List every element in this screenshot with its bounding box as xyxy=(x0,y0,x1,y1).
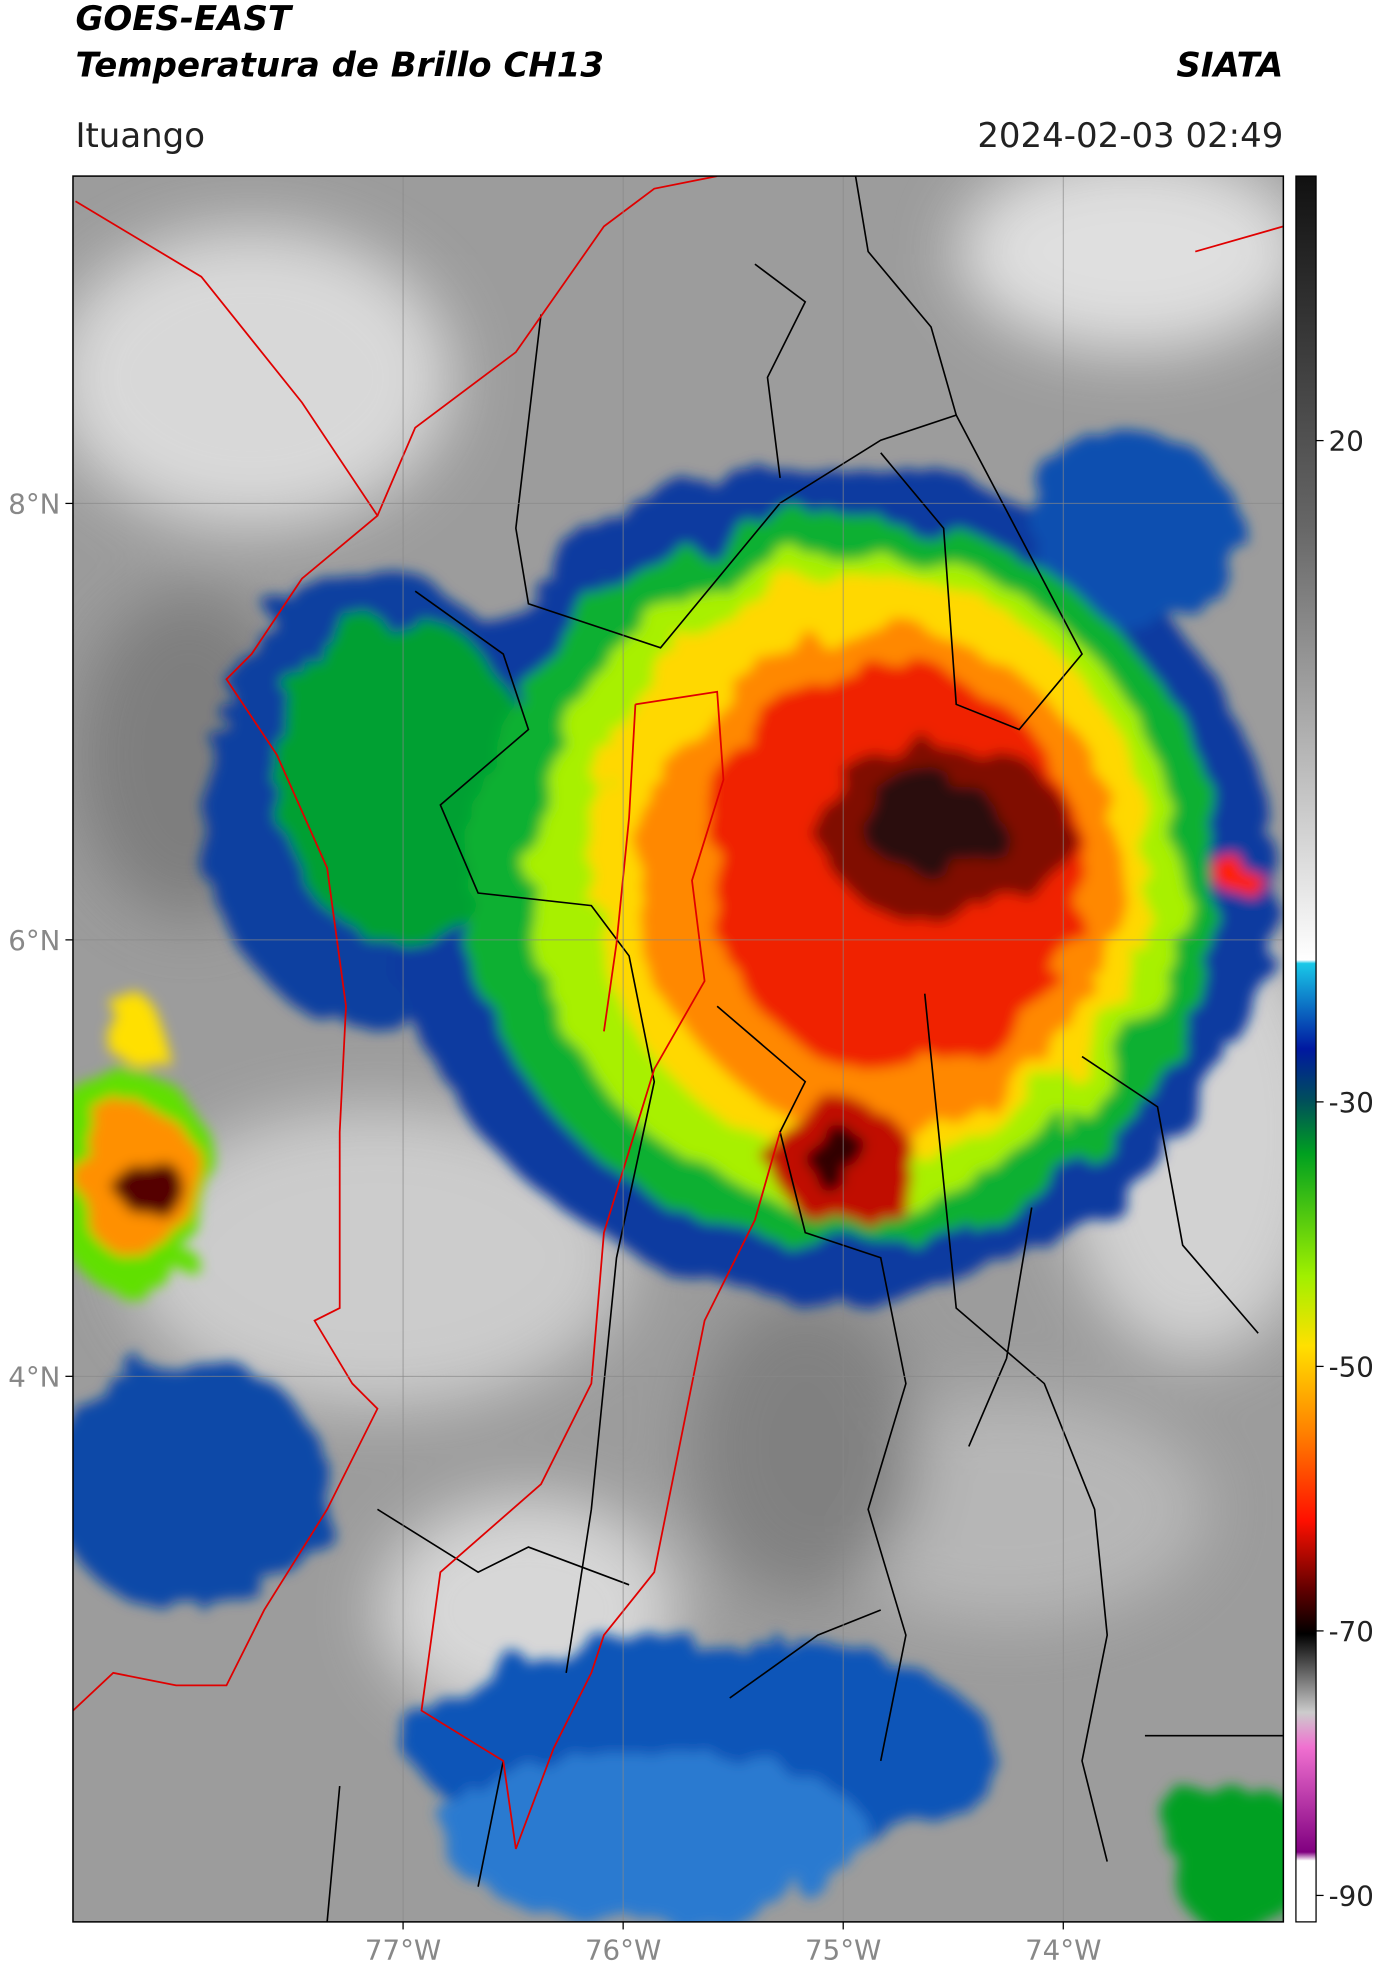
colorbar-tick-label: 20 xyxy=(1329,425,1364,458)
x-tick-label: 74°W xyxy=(1025,1934,1101,1967)
location: Ituango xyxy=(75,116,205,156)
x-tick-label: 77°W xyxy=(365,1934,441,1967)
colorbar-tick-label: -50 xyxy=(1329,1350,1374,1383)
admin-borders xyxy=(326,176,1284,1922)
colorbar xyxy=(1295,175,1317,1923)
colorbar-tick-label: -70 xyxy=(1329,1615,1374,1648)
x-tick-label: 76°W xyxy=(585,1934,661,1967)
subtitle: Temperatura de Brillo CH13 xyxy=(75,46,604,86)
country-borders xyxy=(72,176,1284,1850)
map-frame xyxy=(72,175,1285,1923)
y-tick-label: 6°N xyxy=(8,924,60,957)
colorbar-tick-label: -90 xyxy=(1329,1879,1374,1912)
datetime: 2024-02-03 02:49 xyxy=(977,116,1283,156)
y-tick-label: 4°N xyxy=(8,1360,60,1393)
colorbar-tick-label: -30 xyxy=(1329,1086,1374,1119)
x-tick-label: 75°W xyxy=(805,1934,881,1967)
title: GOES-EAST xyxy=(75,0,293,39)
grid xyxy=(72,176,1284,1922)
y-tick-label: 8°N xyxy=(8,487,60,520)
source: SIATA xyxy=(1176,46,1283,86)
satellite-image xyxy=(72,176,1284,1922)
